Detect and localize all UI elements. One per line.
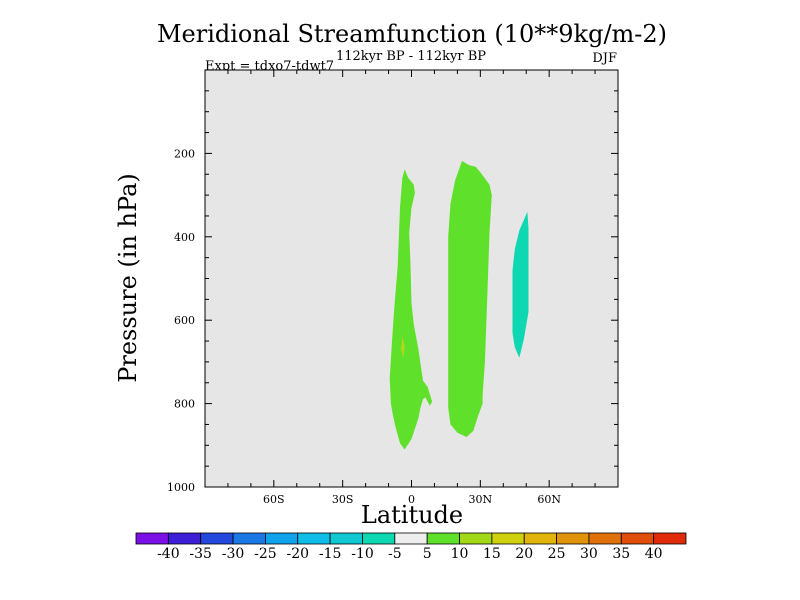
colorbar-swatch — [167, 532, 202, 545]
colorbar-label: 15 — [483, 546, 501, 562]
colorbar-swatch — [523, 532, 557, 545]
equatorial-core-patch — [401, 336, 405, 358]
x-tick-label: 60S — [263, 493, 285, 506]
y-tick-label: 400 — [174, 231, 195, 244]
colorbar-swatch — [459, 532, 493, 545]
colorbar-swatch — [491, 532, 525, 545]
equatorial-positive-cell — [389, 169, 433, 450]
colorbar-label: 25 — [548, 546, 566, 562]
y-axis-label: Pressure (in hPa) — [114, 173, 142, 383]
colorbar-label: 30 — [580, 546, 598, 562]
y-tick-label: 1000 — [167, 481, 195, 494]
x-tick-label: 30S — [332, 493, 354, 506]
colorbar-swatch — [362, 532, 396, 545]
colorbar-label: 10 — [451, 546, 469, 562]
axis-tick-labels: 60S 30S 0 30N 60N 200 400 600 800 1000 — [167, 147, 561, 506]
x-axis-label: Latitude — [361, 501, 463, 529]
colorbar-label: 40 — [645, 546, 663, 562]
season-label: DJF — [592, 51, 617, 66]
x-tick-label: 0 — [408, 493, 415, 506]
colorbar-swatch — [426, 532, 460, 545]
subtropical-positive-cell — [448, 160, 492, 437]
x-tick-label: 60N — [537, 493, 561, 506]
colorbar-swatch — [620, 532, 655, 545]
colorbar-swatch — [232, 532, 266, 545]
x-tick-label: 30N — [469, 493, 493, 506]
y-tick-label: 800 — [174, 398, 195, 411]
colorbar-swatch — [265, 532, 299, 545]
contour-regions — [389, 160, 529, 450]
colorbar: -40 -35 -30 -25 -20 -15 -10 -5 5 10 15 20 25 30 35 40 — [135, 532, 687, 562]
colorbar-swatch — [297, 532, 331, 545]
plot-frame — [204, 69, 619, 488]
y-tick-label: 200 — [174, 147, 195, 160]
colorbar-swatch — [329, 532, 363, 545]
colorbar-label: -30 — [222, 546, 245, 562]
colorbar-label: -20 — [286, 546, 309, 562]
colorbar-swatch — [653, 532, 687, 545]
colorbar-swatch — [556, 532, 590, 545]
colorbar-label: 20 — [515, 546, 533, 562]
colorbar-label: -10 — [351, 546, 374, 562]
colorbar-label: -5 — [388, 546, 402, 562]
colorbar-label: 5 — [423, 546, 432, 562]
colorbar-swatch — [200, 532, 234, 545]
colorbar-label: -40 — [157, 546, 180, 562]
chart-title: Meridional Streamfunction (10**9kg/m-2) — [157, 20, 667, 48]
colorbar-swatch — [588, 532, 622, 545]
colorbar-label: 35 — [612, 546, 630, 562]
chart-subtitle: 112kyr BP - 112kyr BP — [336, 49, 486, 64]
colorbar-swatch — [394, 532, 428, 545]
colorbar-label: -35 — [189, 546, 212, 562]
y-tick-label: 600 — [174, 314, 195, 327]
colorbar-swatch — [135, 532, 169, 545]
colorbar-label: -25 — [254, 546, 277, 562]
midlatitude-negative-cell — [512, 211, 529, 358]
colorbar-label: -15 — [319, 546, 342, 562]
